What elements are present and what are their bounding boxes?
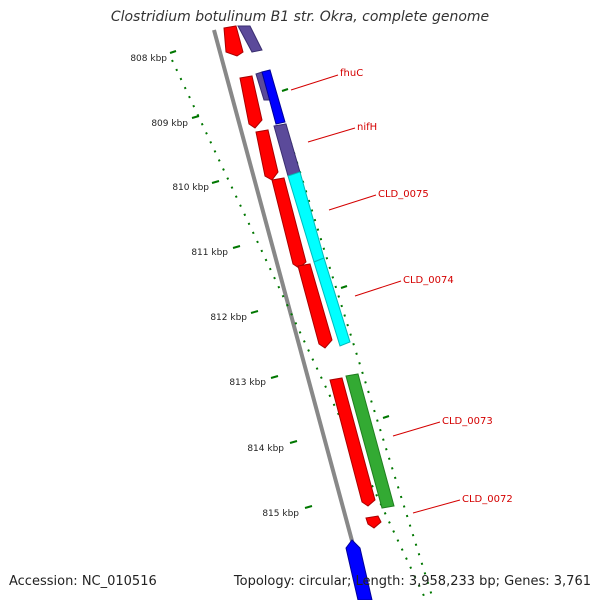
gene-label-nifh: nifH: [357, 122, 377, 133]
cds-arrow: [297, 263, 333, 349]
gene-label-cld-0073: CLD_0073: [442, 416, 493, 427]
cds-arrow: [365, 515, 382, 529]
tick-label: 813 kbp: [229, 378, 266, 388]
tick-label: 815 kbp: [262, 509, 299, 519]
cds-track: [223, 25, 382, 529]
leader-line: [392, 421, 441, 437]
feature-block-green: [345, 373, 395, 509]
tick-label: 809 kbp: [151, 119, 188, 129]
major-tick: [191, 115, 200, 119]
feature-block-blue: [261, 69, 286, 125]
feature-block-purple: [237, 25, 263, 53]
genome-title: Clostridium botulinum B1 str. Okra, comp…: [110, 9, 490, 25]
gene-label-fhuc: fhuC: [340, 68, 363, 79]
tick-label: 808 kbp: [130, 54, 167, 64]
outer-tick: [340, 285, 348, 289]
leader-line: [354, 280, 402, 297]
cds-arrow: [255, 129, 279, 181]
genome-summary-text: Topology: circular; Length: 3,958,233 bp…: [233, 574, 591, 589]
label-leaders: [290, 74, 461, 514]
leader-line: [328, 194, 377, 211]
leader-line: [290, 74, 339, 91]
gene-label-cld-0075: CLD_0075: [378, 189, 429, 200]
feature-arrow-blue: [345, 539, 373, 600]
major-ticks: [169, 50, 390, 509]
cds-arrow: [329, 377, 376, 507]
leader-line: [307, 127, 356, 143]
gene-label-cld-0074: CLD_0074: [403, 275, 454, 286]
tick-label: 811 kbp: [191, 248, 228, 258]
cds-arrow: [223, 25, 244, 57]
major-tick: [250, 310, 259, 314]
major-tick: [270, 375, 279, 379]
major-tick: [232, 245, 241, 249]
major-tick: [304, 505, 313, 509]
feature-block-purple: [273, 123, 301, 177]
feature-track: [237, 25, 395, 600]
major-tick: [169, 50, 177, 54]
leader-line: [412, 499, 461, 514]
tick-label: 812 kbp: [210, 313, 247, 323]
feature-block-cyan: [313, 257, 351, 347]
cds-arrow: [239, 75, 263, 129]
major-tick: [289, 440, 298, 444]
accession-text: Accession: NC_010516: [9, 574, 157, 589]
major-tick: [211, 180, 220, 184]
tick-label: 810 kbp: [172, 183, 209, 193]
gene-label-cld-0072: CLD_0072: [462, 494, 513, 505]
outer-tick: [382, 415, 390, 419]
outer-tick: [281, 88, 289, 92]
tick-label: 814 kbp: [247, 444, 284, 454]
